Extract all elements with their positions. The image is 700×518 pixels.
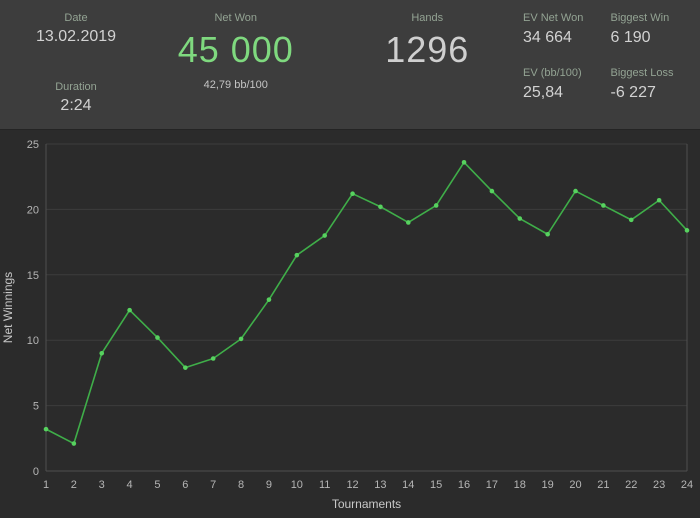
ev-net-won-value: 34 664: [523, 29, 572, 47]
svg-text:21: 21: [597, 479, 609, 491]
svg-text:Tournaments: Tournaments: [332, 497, 401, 511]
svg-text:19: 19: [542, 479, 554, 491]
ev-bb100-label: EV (bb/100): [523, 66, 582, 79]
net-won-value: 45 000: [177, 29, 294, 71]
svg-text:20: 20: [27, 204, 39, 216]
biggest-loss-value: -6 227: [610, 83, 656, 101]
svg-text:2: 2: [71, 479, 77, 491]
svg-text:20: 20: [569, 479, 581, 491]
duration-stat: Duration 2:24: [12, 81, 140, 115]
svg-text:6: 6: [182, 479, 188, 491]
winrate-value: 42,79 bb/100: [203, 79, 268, 92]
net-won-stat: Net Won 45 000 42,79 bb/100: [140, 10, 332, 121]
svg-text:9: 9: [266, 479, 272, 491]
svg-text:23: 23: [653, 479, 665, 491]
svg-text:16: 16: [458, 479, 470, 491]
ev-net-won-stat: EV Net Won 34 664: [523, 12, 601, 63]
net-won-label: Net Won: [214, 12, 258, 24]
biggest-win-value: 6 190: [610, 29, 651, 47]
stats-header: Date 13.02.2019 Duration 2:24 Net Won 45…: [0, 0, 700, 130]
hands-label: Hands: [411, 12, 444, 24]
svg-text:15: 15: [27, 270, 39, 282]
date-stat: Date 13.02.2019: [12, 12, 140, 46]
biggest-loss-stat: Biggest Loss -6 227: [611, 67, 689, 118]
svg-text:18: 18: [514, 479, 526, 491]
main-stats: Net Won 45 000 42,79 bb/100 Hands 1296: [140, 10, 523, 121]
svg-text:5: 5: [33, 401, 39, 413]
hands-value: 1296: [385, 29, 470, 71]
svg-text:0: 0: [33, 466, 39, 478]
hands-stat: Hands 1296: [332, 10, 524, 121]
duration-value: 2:24: [60, 97, 92, 114]
svg-text:3: 3: [99, 479, 105, 491]
svg-text:11: 11: [319, 479, 330, 491]
net-winnings-chart[interactable]: 0 5 10 15 20 25 1 2 3 4 5 6 7 8 9 10 11 12 13 14 15 16 17 18 19 2…: [0, 130, 700, 518]
svg-text:Net Winnings: Net Winnings: [1, 272, 15, 343]
svg-text:25: 25: [27, 139, 39, 151]
date-value: 13.02.2019: [35, 28, 117, 46]
date-label: Date: [64, 12, 88, 24]
ev-stats-grid: EV Net Won 34 664 Biggest Win 6 190 EV (…: [523, 10, 688, 121]
svg-text:10: 10: [27, 335, 39, 347]
ev-bb100-stat: EV (bb/100) 25,84: [523, 67, 601, 118]
biggest-loss-label: Biggest Loss: [610, 66, 674, 79]
ev-net-won-label: EV Net Won: [523, 12, 584, 24]
svg-text:14: 14: [402, 479, 414, 491]
svg-text:17: 17: [486, 479, 498, 491]
svg-text:22: 22: [625, 479, 637, 491]
svg-text:12: 12: [346, 479, 358, 491]
svg-text:5: 5: [154, 479, 160, 491]
date-duration-column: Date 13.02.2019 Duration 2:24: [12, 10, 140, 121]
svg-text:10: 10: [291, 479, 303, 491]
biggest-win-stat: Biggest Win 6 190: [611, 12, 689, 63]
svg-text:1: 1: [43, 479, 49, 491]
duration-label: Duration: [55, 80, 97, 93]
ev-bb100-value: 25,84: [523, 83, 564, 101]
svg-text:24: 24: [681, 479, 693, 491]
svg-text:15: 15: [430, 479, 442, 491]
svg-text:13: 13: [374, 479, 386, 491]
svg-text:4: 4: [127, 479, 133, 491]
svg-text:7: 7: [210, 479, 216, 491]
biggest-win-label: Biggest Win: [610, 12, 670, 24]
svg-text:8: 8: [238, 479, 244, 491]
